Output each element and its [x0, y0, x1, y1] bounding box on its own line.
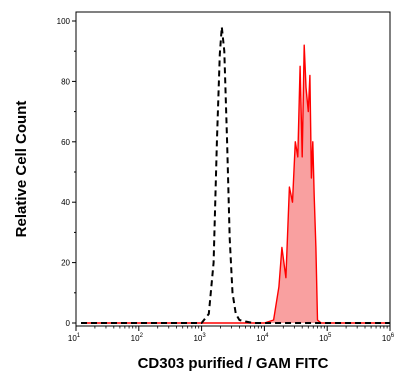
- x-tick-label-0: 101: [68, 333, 81, 343]
- series-line-0: [81, 44, 390, 324]
- y-tick-label-5: 100: [57, 17, 71, 26]
- x-tick-label-5: 106: [382, 333, 394, 343]
- series-area-0: [81, 45, 390, 323]
- x-tick-label-1: 102: [131, 333, 144, 343]
- series-layer: [81, 26, 390, 324]
- x-axis-title: CD303 purified / GAM FITC: [138, 355, 329, 372]
- y-tick-label-2: 40: [61, 198, 70, 207]
- x-tick-label-2: 103: [193, 333, 206, 343]
- y-tick-label-4: 80: [61, 77, 70, 86]
- x-axis: 101 102 103 104 105 106: [68, 326, 394, 343]
- y-tick-label-0: 0: [66, 319, 71, 328]
- y-axis: 0 20 40 60 80 100: [57, 17, 76, 328]
- y-tick-label-1: 20: [61, 259, 70, 268]
- x-tick-label-4: 105: [319, 333, 332, 343]
- x-tick-label-3: 104: [256, 333, 269, 343]
- y-tick-label-3: 60: [61, 138, 70, 147]
- plot-frame: [75, 11, 391, 327]
- y-axis-title: Relative Cell Count: [13, 101, 30, 238]
